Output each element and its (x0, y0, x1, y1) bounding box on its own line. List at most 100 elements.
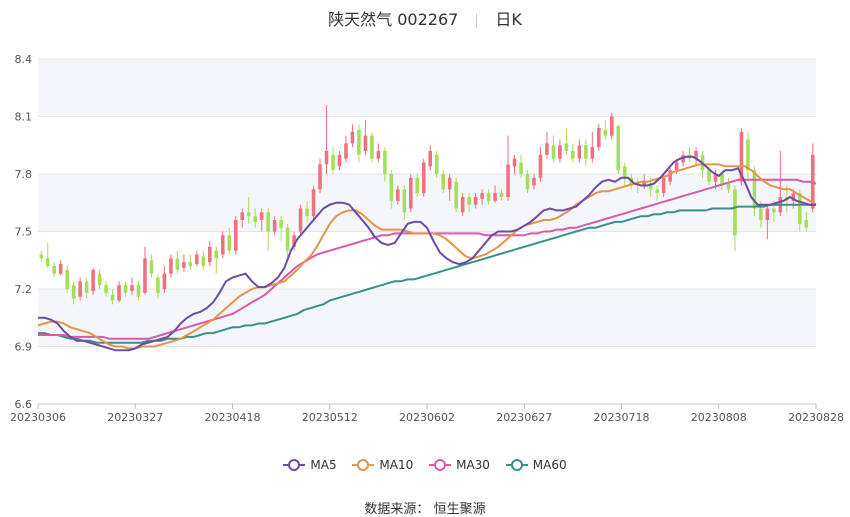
candle-body (434, 154, 439, 174)
legend-label-ma10: MA10 (379, 458, 414, 472)
candle-body (584, 145, 588, 159)
candle (285, 223, 290, 259)
period-label: 日K (495, 10, 522, 29)
candle (402, 185, 407, 220)
candle-body (480, 193, 484, 199)
candle-body (188, 262, 193, 266)
candle-body (130, 285, 134, 291)
candle-body (564, 143, 569, 151)
candle (117, 281, 121, 303)
candle (428, 145, 433, 171)
candle (454, 177, 458, 213)
candle (506, 135, 510, 201)
candle (571, 143, 575, 163)
candle-body (519, 162, 523, 174)
candle-body (337, 154, 342, 167)
candle-body (285, 227, 290, 251)
candle (266, 208, 270, 251)
candle-body (298, 208, 303, 232)
candle (493, 185, 497, 203)
candle-body (266, 212, 270, 232)
candle-body (246, 212, 251, 217)
candle (409, 174, 413, 213)
chart-grid (38, 58, 816, 405)
ma10-line (37, 163, 817, 350)
data-source: 数据来源： 恒生聚源 (0, 498, 850, 517)
candle-body (454, 181, 458, 209)
candle-body (551, 145, 556, 159)
candle (733, 185, 737, 251)
candle-body (45, 258, 50, 266)
legend-item-ma5[interactable]: MA5 (283, 458, 337, 472)
candle (104, 281, 108, 297)
candle-body (259, 212, 264, 220)
x-tick-label: 20230306 (10, 411, 66, 424)
candle-body (305, 208, 309, 217)
candle-body (376, 151, 381, 159)
candle (246, 197, 251, 224)
x-tick-label: 20230627 (496, 411, 552, 424)
candle-body (370, 135, 374, 159)
candle-body (195, 254, 199, 265)
candle (337, 151, 342, 171)
legend-item-ma30[interactable]: MA30 (429, 458, 490, 472)
candle-body (65, 269, 69, 289)
candle-body (441, 174, 445, 190)
candle-body (214, 250, 219, 259)
candle-body (571, 151, 575, 159)
candle-body (746, 139, 750, 171)
candle-body (71, 285, 76, 299)
candle-body (279, 220, 283, 228)
candle-body (642, 181, 646, 186)
candle (39, 250, 44, 263)
stock-name: 陕天然气 002267 (328, 10, 459, 29)
candle-body (91, 269, 95, 291)
kline-chart[interactable]: 6.66.97.27.57.88.18.4 20230306 20230327 20… (0, 0, 850, 455)
candle (694, 147, 698, 167)
x-tick-label: 20230512 (302, 411, 358, 424)
legend-item-ma10[interactable]: MA10 (352, 458, 413, 472)
candle-body (363, 135, 368, 151)
candle (655, 185, 659, 201)
candle-body (532, 177, 536, 186)
candle-body (622, 166, 627, 178)
candle (305, 200, 309, 222)
candle-body (765, 208, 770, 220)
legend-item-ma60[interactable]: MA60 (505, 458, 567, 472)
candle (357, 124, 361, 163)
candle (292, 231, 296, 251)
candle-body (162, 273, 167, 289)
candle-body (227, 235, 232, 251)
candle (45, 243, 50, 268)
candle-body (383, 151, 387, 174)
candle (525, 170, 530, 194)
candle-body (655, 189, 659, 194)
candle (253, 208, 257, 228)
y-tick-label: 7.5 (15, 226, 33, 239)
legend-label-ma30: MA30 (456, 458, 490, 472)
candle-body (460, 197, 465, 213)
candle-body (726, 183, 731, 190)
candle-body (409, 177, 413, 209)
candle (91, 267, 95, 295)
candle (460, 193, 465, 217)
candle-body (324, 151, 329, 165)
candle (71, 281, 76, 305)
source-name: 恒生聚源 (433, 502, 486, 517)
candle-body (84, 281, 89, 293)
x-tick-label: 20230718 (594, 411, 650, 424)
x-axis: 20230306 20230327 20230418 20230512 20230602… (10, 403, 844, 424)
y-tick-label: 8.4 (15, 53, 33, 66)
candle (156, 273, 160, 299)
candle-body (201, 256, 206, 266)
candle-body (648, 183, 653, 190)
candle (201, 250, 206, 270)
candle-body (331, 154, 335, 171)
candle-body (292, 235, 296, 247)
candle (214, 246, 219, 274)
candle (233, 216, 238, 255)
candle-body (52, 266, 56, 274)
ma10-legend-icon (352, 459, 375, 471)
candle-body (389, 174, 394, 201)
candle-body (804, 220, 809, 228)
